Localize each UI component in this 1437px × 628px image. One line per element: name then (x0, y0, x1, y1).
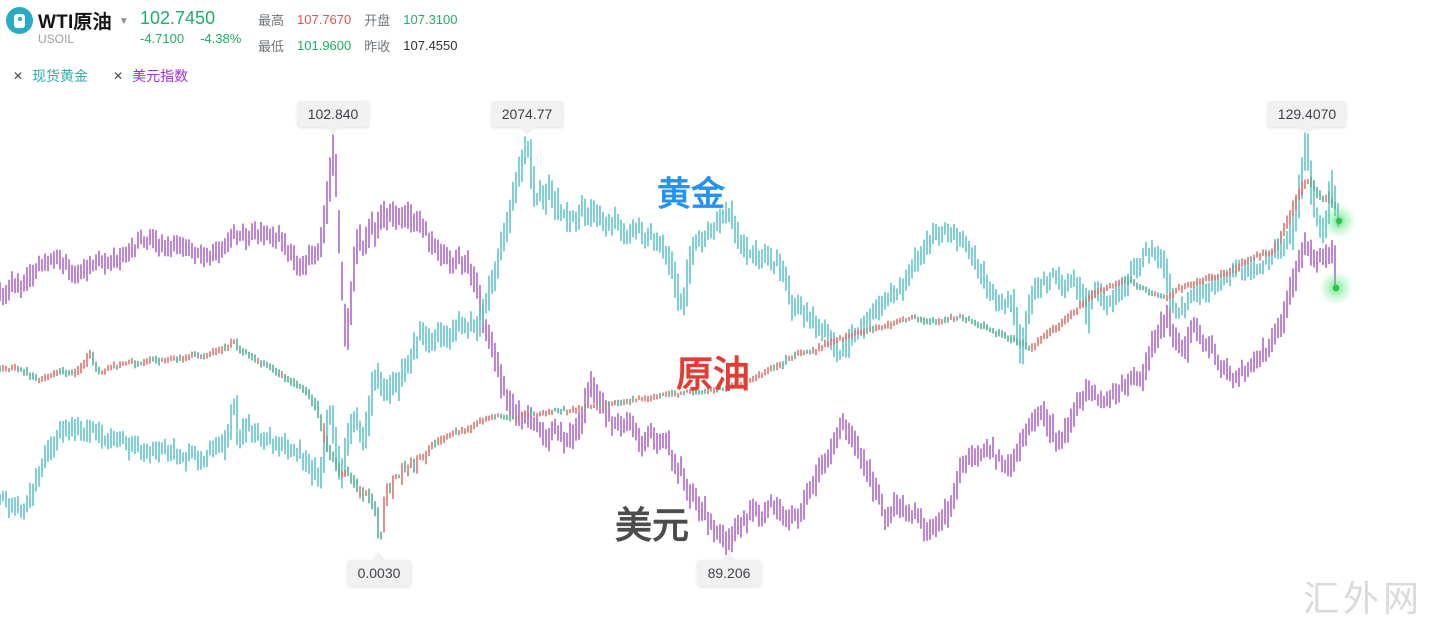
price-change: -4.7100 (140, 31, 185, 46)
chevron-down-icon[interactable]: ▼ (118, 16, 129, 27)
symbol-code: USOIL (38, 32, 75, 46)
oil-barrel-icon (14, 13, 25, 28)
stat-label-high: 最高 (258, 13, 285, 28)
tab-dollar-index[interactable]: ✕ 美元指数 (113, 66, 188, 86)
symbol-logo-icon (6, 7, 33, 34)
stat-value-high: 107.7670 (297, 12, 352, 27)
last-price: 102.7450 (140, 8, 216, 28)
stat-value-open: 107.3100 (403, 12, 458, 27)
close-icon[interactable]: ✕ (113, 69, 124, 83)
stat-value-prev-close: 107.4550 (403, 38, 458, 53)
series-bars-现货黄金 (0, 128, 1339, 520)
tab-spot-gold[interactable]: ✕ 现货黄金 (13, 66, 88, 86)
last-price-dot (1332, 284, 1340, 292)
close-icon[interactable]: ✕ (13, 69, 24, 83)
price-change-percent: -4.38% (200, 31, 242, 46)
symbol-selector[interactable]: WTI原油 ▼ (38, 7, 129, 34)
symbol-title: WTI原油 (38, 12, 112, 33)
stat-label-open: 开盘 (364, 13, 391, 28)
comparison-tabs: ✕ 现货黄金 ✕ 美元指数 (13, 66, 188, 86)
series-bars-WTI原油 (2, 179, 1327, 533)
stat-value-low: 101.9600 (297, 38, 352, 53)
last-price-dot (1335, 217, 1343, 225)
series-bars-美元指数 (0, 133, 1336, 556)
stat-label-prev-close: 昨收 (364, 39, 391, 54)
daily-stats: 最高 107.7670 开盘 107.3100 最低 101.9600 昨收 1… (258, 10, 458, 55)
stat-label-low: 最低 (258, 39, 285, 54)
tab-label-spot-gold: 现货黄金 (32, 68, 89, 84)
series-bars-WTI原油 (0, 176, 1336, 540)
price-change-row: -4.7100 -4.38% (140, 31, 241, 46)
tab-label-dollar-index: 美元指数 (132, 68, 189, 84)
